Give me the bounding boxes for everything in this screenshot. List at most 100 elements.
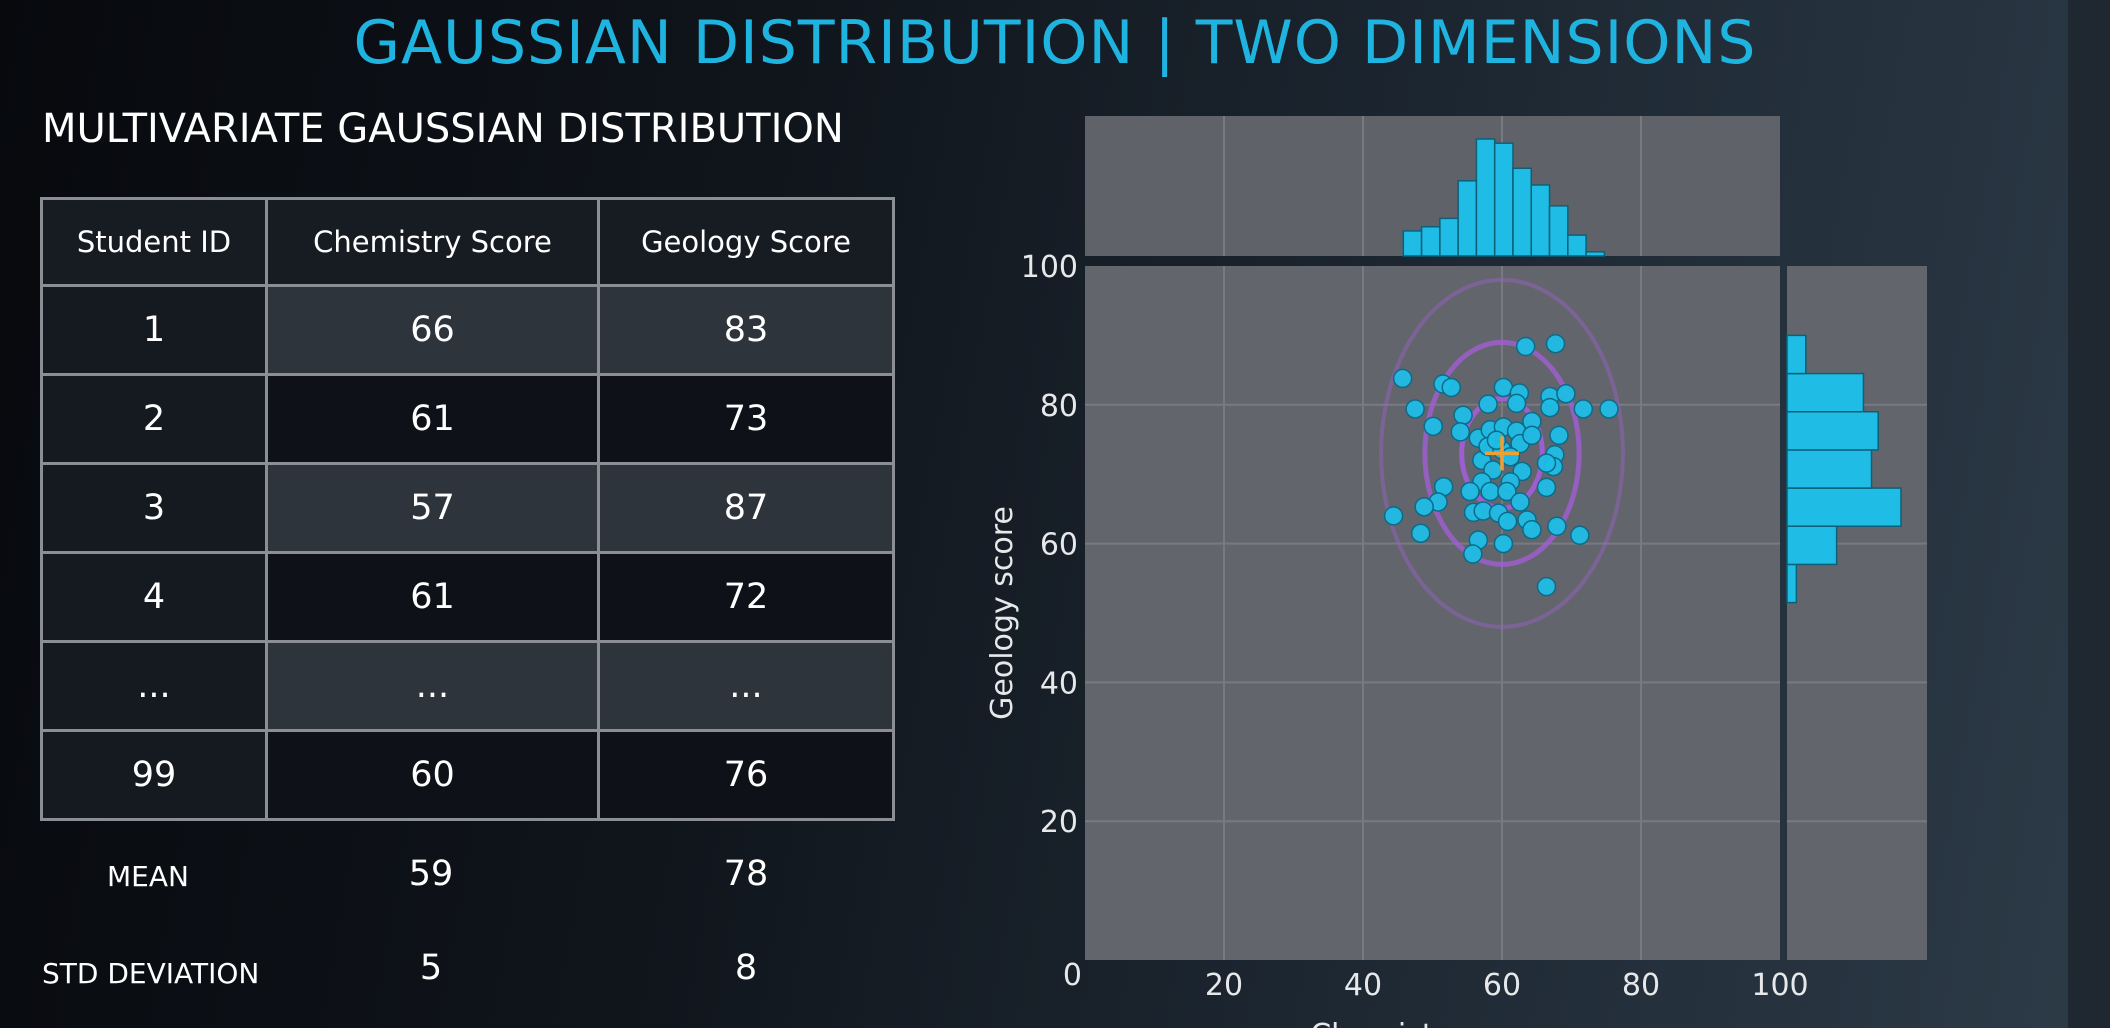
cell-chemistry: 61 (265, 551, 600, 643)
data-point (1536, 576, 1557, 597)
x-histogram-bar (1585, 251, 1606, 257)
data-point (1547, 516, 1567, 536)
data-point (1545, 333, 1566, 354)
y-histogram-bar (1786, 449, 1873, 489)
data-point (1536, 477, 1557, 498)
x-histogram-bar (1402, 230, 1423, 257)
cell-chemistry: 66 (265, 284, 600, 376)
table-row: 4 61 72 (40, 551, 895, 643)
cell-geology: 83 (597, 284, 895, 376)
x-histogram-bar (1475, 138, 1496, 257)
x-histogram-bar (1420, 226, 1441, 257)
y-tick-label: 40 (1040, 666, 1078, 701)
cell-geology: 87 (597, 462, 895, 554)
sigma-ellipse-2 (1422, 339, 1582, 567)
x-tick-label: 80 (1622, 968, 1660, 1003)
data-point (1493, 533, 1514, 554)
mean-label: MEAN (107, 860, 189, 893)
table-header-row: Student ID Chemistry Score Geology Score (40, 197, 895, 287)
std-chemistry: 5 (419, 948, 443, 988)
cell-student-id: 3 (40, 462, 268, 554)
data-point (1410, 523, 1431, 543)
scatter-panel (1085, 266, 1780, 960)
data-point (1500, 447, 1521, 467)
data-point (1423, 416, 1443, 437)
std-geology: 8 (734, 948, 758, 988)
data-point (1570, 525, 1590, 546)
header-chemistry-score: Chemistry Score (265, 197, 600, 287)
cell-geology: 72 (597, 551, 895, 643)
y-histogram-bar (1786, 563, 1798, 604)
table-row: 99 60 76 (40, 729, 895, 821)
scores-table: Student ID Chemistry Score Geology Score… (40, 197, 895, 821)
y-histogram-bar (1786, 525, 1838, 566)
slide-title: GAUSSIAN DISTRIBUTION | TWO DIMENSIONS (353, 8, 1757, 78)
data-point (1460, 481, 1480, 502)
y-axis-label: Geology score (985, 506, 1020, 720)
mean-geology: 78 (723, 854, 769, 894)
data-point (1405, 399, 1425, 419)
x-tick-label: 40 (1344, 968, 1382, 1003)
data-point (1506, 393, 1527, 414)
x-tick-label: 60 (1483, 968, 1521, 1003)
cell-student-id: 1 (40, 284, 268, 376)
data-point (1556, 383, 1576, 404)
data-point (1522, 519, 1542, 540)
table-row: 3 57 87 (40, 462, 895, 554)
data-point (1441, 377, 1462, 398)
cell-student-id: 99 (40, 729, 268, 821)
right-histogram-panel (1787, 266, 1927, 960)
data-point (1453, 405, 1473, 425)
y-histogram-bar (1786, 410, 1879, 451)
cell-student-id: 2 (40, 373, 268, 465)
cell-geology: 73 (597, 373, 895, 465)
y-tick-label: 0 (1063, 958, 1082, 993)
data-point (1573, 399, 1594, 419)
y-histogram-bar (1786, 372, 1865, 413)
table-row: 1 66 83 (40, 284, 895, 376)
cell-student-id: 4 (40, 551, 268, 643)
x-histogram-bar (1567, 234, 1587, 257)
data-point (1536, 453, 1557, 473)
std-label: STD DEVIATION (42, 957, 260, 990)
header-student-id: Student ID (40, 197, 268, 287)
header-geology-score: Geology Score (597, 197, 895, 287)
x-tick-label: 100 (1751, 968, 1808, 1003)
cell-chemistry: 57 (265, 462, 600, 554)
x-histogram-bar (1548, 205, 1569, 257)
data-point (1392, 368, 1413, 389)
x-histogram-bar (1530, 184, 1551, 257)
cell-chemistry: 60 (265, 729, 600, 821)
cell-chemistry: ... (265, 640, 600, 732)
x-histogram-bar (1439, 217, 1459, 257)
table-row: 2 61 73 (40, 373, 895, 465)
data-point (1463, 544, 1483, 564)
x-histogram-bar (1457, 180, 1478, 257)
data-point (1599, 399, 1619, 419)
data-point (1510, 492, 1530, 512)
data-point (1450, 422, 1471, 442)
cell-chemistry: 61 (265, 373, 600, 465)
y-tick-label: 20 (1040, 805, 1078, 840)
x-axis-label: Chemistry score (1310, 1018, 1554, 1028)
x-histogram-bar (1512, 167, 1533, 257)
data-point (1414, 497, 1434, 517)
x-histogram-bar (1493, 142, 1514, 257)
data-point (1540, 397, 1560, 418)
slide-subtitle: MULTIVARIATE GAUSSIAN DISTRIBUTION (42, 106, 844, 152)
data-point (1383, 506, 1404, 526)
cell-student-id: ... (40, 640, 268, 732)
mean-marker (1485, 436, 1519, 471)
data-point (1522, 425, 1542, 446)
data-point (1480, 481, 1500, 502)
data-point (1515, 336, 1536, 357)
data-point (1478, 394, 1498, 414)
table-row: ... ... ... (40, 640, 895, 732)
data-point (1497, 481, 1517, 502)
data-point (1497, 511, 1518, 532)
cell-geology: 76 (597, 729, 895, 821)
right-edge-strip (2068, 0, 2110, 1028)
data-point (1549, 425, 1569, 446)
y-tick-label: 80 (1040, 389, 1078, 424)
x-tick-label: 20 (1205, 968, 1243, 1003)
